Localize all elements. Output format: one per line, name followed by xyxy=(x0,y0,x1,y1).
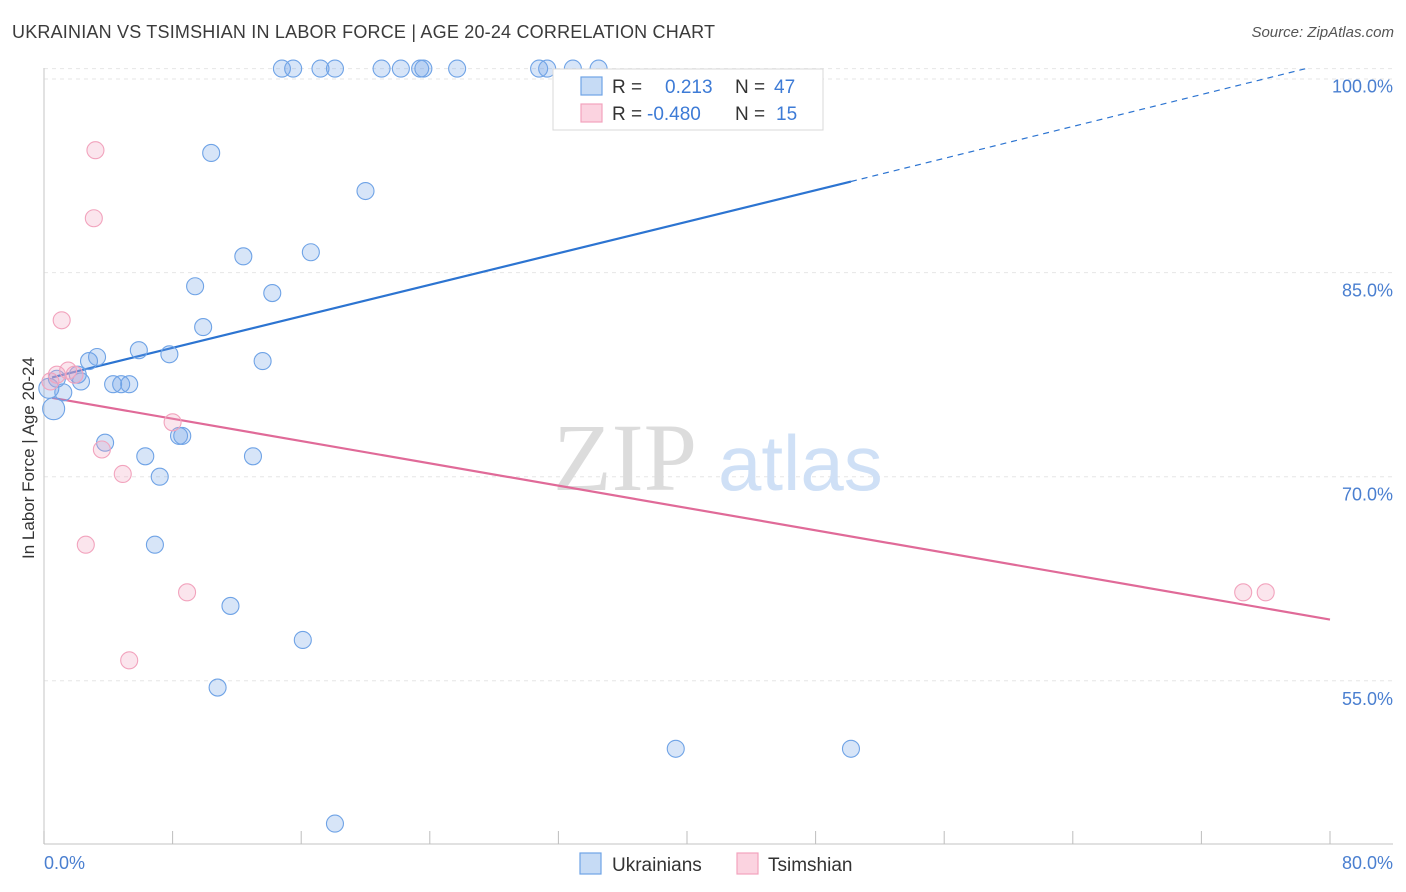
tsimshian-point-9 xyxy=(113,464,132,484)
tsimshian-point-6 xyxy=(86,141,105,160)
ukrainians-point-31 xyxy=(311,59,330,78)
ukrainians-point-13 xyxy=(145,535,164,554)
ukrainians-point-12 xyxy=(136,447,155,466)
y-axis-title: In Labor Force | Age 20-24 xyxy=(19,357,38,559)
grid-layer xyxy=(44,68,1393,682)
ukrainians-point-26 xyxy=(263,284,282,303)
y-tick-label-55: 55.0% xyxy=(1342,689,1393,709)
stats-r-label-ukrainians: R = xyxy=(612,77,642,98)
bottom-legend: Ukrainians Tsimshian xyxy=(579,852,852,876)
ukrainians-point-15 xyxy=(160,345,179,364)
tsimshian-point-2 xyxy=(52,311,71,330)
ukrainians-point-22 xyxy=(221,596,240,615)
tsimshian-point-4 xyxy=(65,365,84,384)
y-tick-label-70: 70.0% xyxy=(1342,485,1393,505)
tsimshian-point-14 xyxy=(1256,583,1275,602)
axes-layer: 55.0% 70.0% 85.0% 100.0% 0.0% 80.0% xyxy=(43,68,1393,873)
tsimshian-point-13 xyxy=(1234,583,1253,602)
ukrainians-point-23 xyxy=(234,247,253,266)
ukrainians-point-36 xyxy=(391,59,410,78)
trend-layer xyxy=(51,68,1331,621)
ukrainians-point-10 xyxy=(120,375,139,394)
ukrainians-trend-extension xyxy=(850,68,1307,183)
tsimshian-point-8 xyxy=(92,440,111,459)
ukrainians-point-11 xyxy=(129,341,148,360)
stats-swatch-tsimshian xyxy=(580,103,603,123)
ukrainians-point-1 xyxy=(42,397,66,421)
x-tick-label-min: 0.0% xyxy=(44,853,85,873)
tsimshian-point-11 xyxy=(163,413,182,432)
stats-legend: R = 0.213 N = 47 R = -0.480 N = 15 xyxy=(552,68,824,131)
ukrainians-point-35 xyxy=(372,59,391,78)
ukrainians-point-25 xyxy=(253,352,272,371)
watermark-atlas: atlas xyxy=(718,419,883,507)
stats-swatch-ukrainians xyxy=(580,76,603,96)
ukrainians-point-44 xyxy=(666,739,685,758)
x-tick-label-max: 80.0% xyxy=(1342,853,1393,873)
tsimshian-point-10 xyxy=(120,651,139,670)
y-tick-label-100: 100.0% xyxy=(1332,77,1393,97)
legend-label-ukrainians: Ukrainians xyxy=(612,855,702,876)
stats-n-label-tsimshian: N = xyxy=(735,104,765,125)
ukrainians-point-30 xyxy=(301,243,320,262)
ukrainians-point-34 xyxy=(356,181,375,201)
ukrainians-point-21 xyxy=(208,678,227,697)
points-layer xyxy=(38,59,1275,833)
ukrainians-point-4 xyxy=(71,372,91,391)
stats-r-value-ukrainians: 0.213 xyxy=(665,77,713,98)
tsimshian-point-0 xyxy=(41,372,60,391)
ukrainians-point-39 xyxy=(448,59,467,78)
ukrainians-point-45 xyxy=(841,739,861,758)
ukrainians-point-18 xyxy=(186,277,205,296)
ukrainians-point-38 xyxy=(414,59,433,78)
stats-n-value-ukrainians: 47 xyxy=(774,77,795,98)
ukrainians-point-6 xyxy=(87,347,107,367)
stats-r-label-tsimshian: R = xyxy=(612,104,642,125)
stats-r-value-tsimshian: -0.480 xyxy=(647,104,701,125)
y-tick-label-85: 85.0% xyxy=(1342,281,1393,301)
ukrainians-point-17 xyxy=(173,426,192,445)
ukrainians-point-20 xyxy=(202,143,221,162)
ukrainians-point-14 xyxy=(150,467,169,486)
ukrainians-point-19 xyxy=(194,318,213,337)
legend-label-tsimshian: Tsimshian xyxy=(768,855,852,876)
ukrainians-point-24 xyxy=(243,447,263,466)
ukrainians-trend-line xyxy=(51,180,852,379)
watermark: ZIP atlas xyxy=(553,404,883,511)
tsimshian-point-1 xyxy=(47,365,66,384)
chart-title: UKRAINIAN VS TSIMSHIAN IN LABOR FORCE | … xyxy=(12,22,716,42)
tsimshian-point-7 xyxy=(84,209,103,228)
chart-source: Source: ZipAtlas.com xyxy=(1251,24,1394,41)
ukrainians-point-32 xyxy=(325,59,345,78)
ukrainians-point-29 xyxy=(293,630,312,649)
ukrainians-point-33 xyxy=(325,814,345,833)
stats-n-label-ukrainians: N = xyxy=(735,77,765,98)
stats-n-value-tsimshian: 15 xyxy=(776,104,797,125)
ukrainians-point-28 xyxy=(284,59,303,78)
tsimshian-trend-line xyxy=(51,396,1331,621)
tsimshian-point-5 xyxy=(76,535,95,554)
watermark-zip: ZIP xyxy=(553,404,697,511)
tsimshian-point-12 xyxy=(178,583,197,602)
legend-swatch-ukrainians xyxy=(579,852,602,875)
legend-swatch-tsimshian xyxy=(736,852,759,875)
